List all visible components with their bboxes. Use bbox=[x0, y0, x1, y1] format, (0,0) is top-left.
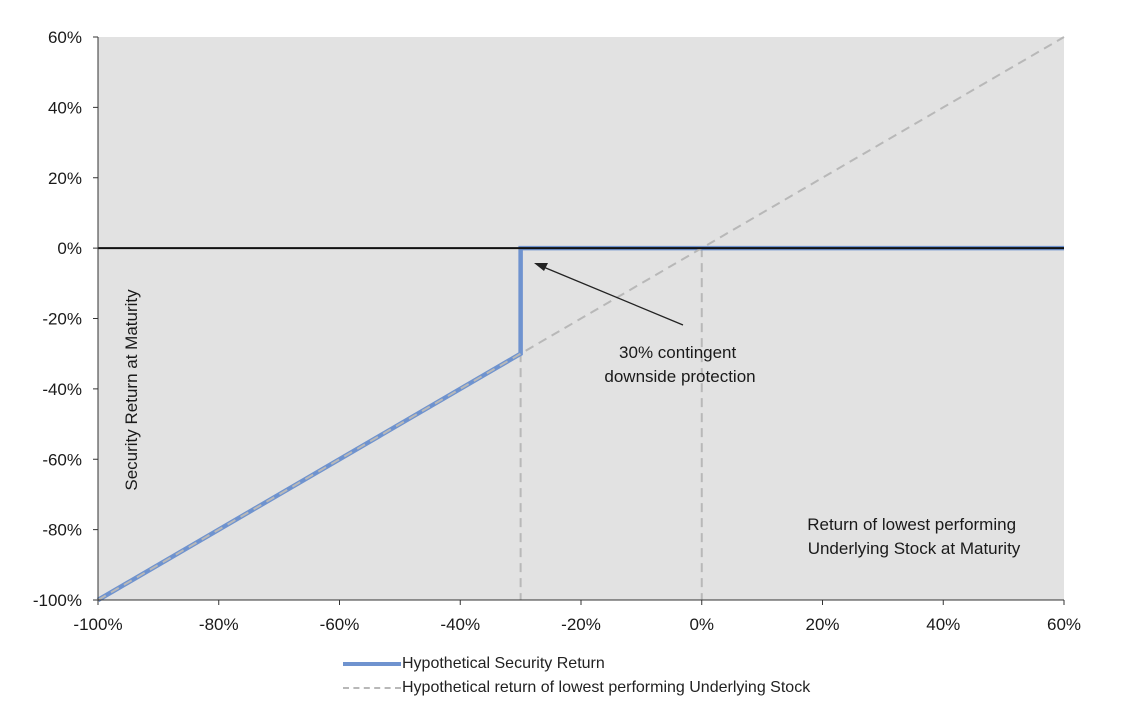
annotation-arrow bbox=[540, 265, 684, 326]
legend: Hypothetical Security Return Hypothetica… bbox=[343, 652, 810, 700]
x-axis-ticks: -100% -80% -60% -40% -20% 0% 20% 40% 60% bbox=[73, 599, 1081, 634]
y-axis-ticks: 60% 40% 20% 0% -20% -40% -60% -80% -100% bbox=[33, 28, 99, 610]
annotation-text: 30% contingent downside protection bbox=[604, 343, 755, 386]
y-tick-label: 40% bbox=[48, 98, 82, 117]
y-tick-label: -40% bbox=[42, 380, 82, 399]
y-tick-label: 60% bbox=[48, 28, 82, 47]
annotation-line-1: 30% contingent bbox=[619, 343, 736, 362]
x-axis-label: Return of lowest performing Underlying S… bbox=[807, 515, 1021, 558]
x-tick-label: -80% bbox=[199, 615, 239, 634]
y-tick-label: -60% bbox=[42, 450, 82, 469]
legend-label-underlying-return: Hypothetical return of lowest performing… bbox=[402, 679, 811, 696]
x-axis-label-line-1: Return of lowest performing bbox=[807, 515, 1016, 534]
x-tick-label: 60% bbox=[1047, 615, 1081, 634]
annotation-line-2: downside protection bbox=[604, 367, 755, 386]
x-tick-label: -60% bbox=[320, 615, 360, 634]
y-tick-label: -20% bbox=[42, 310, 82, 329]
annotation-arrowhead bbox=[534, 263, 548, 271]
y-tick-label: 0% bbox=[57, 239, 82, 258]
legend-item-underlying-return: Hypothetical return of lowest performing… bbox=[343, 676, 810, 700]
x-tick-label: -40% bbox=[440, 615, 480, 634]
x-tick-label: 0% bbox=[689, 615, 714, 634]
x-axis-label-line-2: Underlying Stock at Maturity bbox=[808, 539, 1021, 558]
x-tick-label: -100% bbox=[73, 615, 122, 634]
x-tick-label: 20% bbox=[805, 615, 839, 634]
y-tick-label: -80% bbox=[42, 521, 82, 540]
legend-swatch-dashed bbox=[343, 687, 401, 689]
legend-label-security-return: Hypothetical Security Return bbox=[402, 655, 605, 672]
y-tick-label: 20% bbox=[48, 169, 82, 188]
x-tick-label: -20% bbox=[561, 615, 601, 634]
reference-lines bbox=[519, 248, 703, 600]
payoff-chart: 60% 40% 20% 0% -20% -40% -60% -80% -100% -100% -8… bbox=[33, 28, 1081, 634]
series-line-underlying-return bbox=[97, 36, 1065, 601]
y-tick-label: -100% bbox=[33, 591, 82, 610]
legend-swatch-solid bbox=[343, 662, 401, 666]
legend-item-security-return: Hypothetical Security Return bbox=[343, 652, 810, 676]
x-tick-label: 40% bbox=[926, 615, 960, 634]
y-axis-label: Security Return at Maturity bbox=[122, 289, 141, 491]
